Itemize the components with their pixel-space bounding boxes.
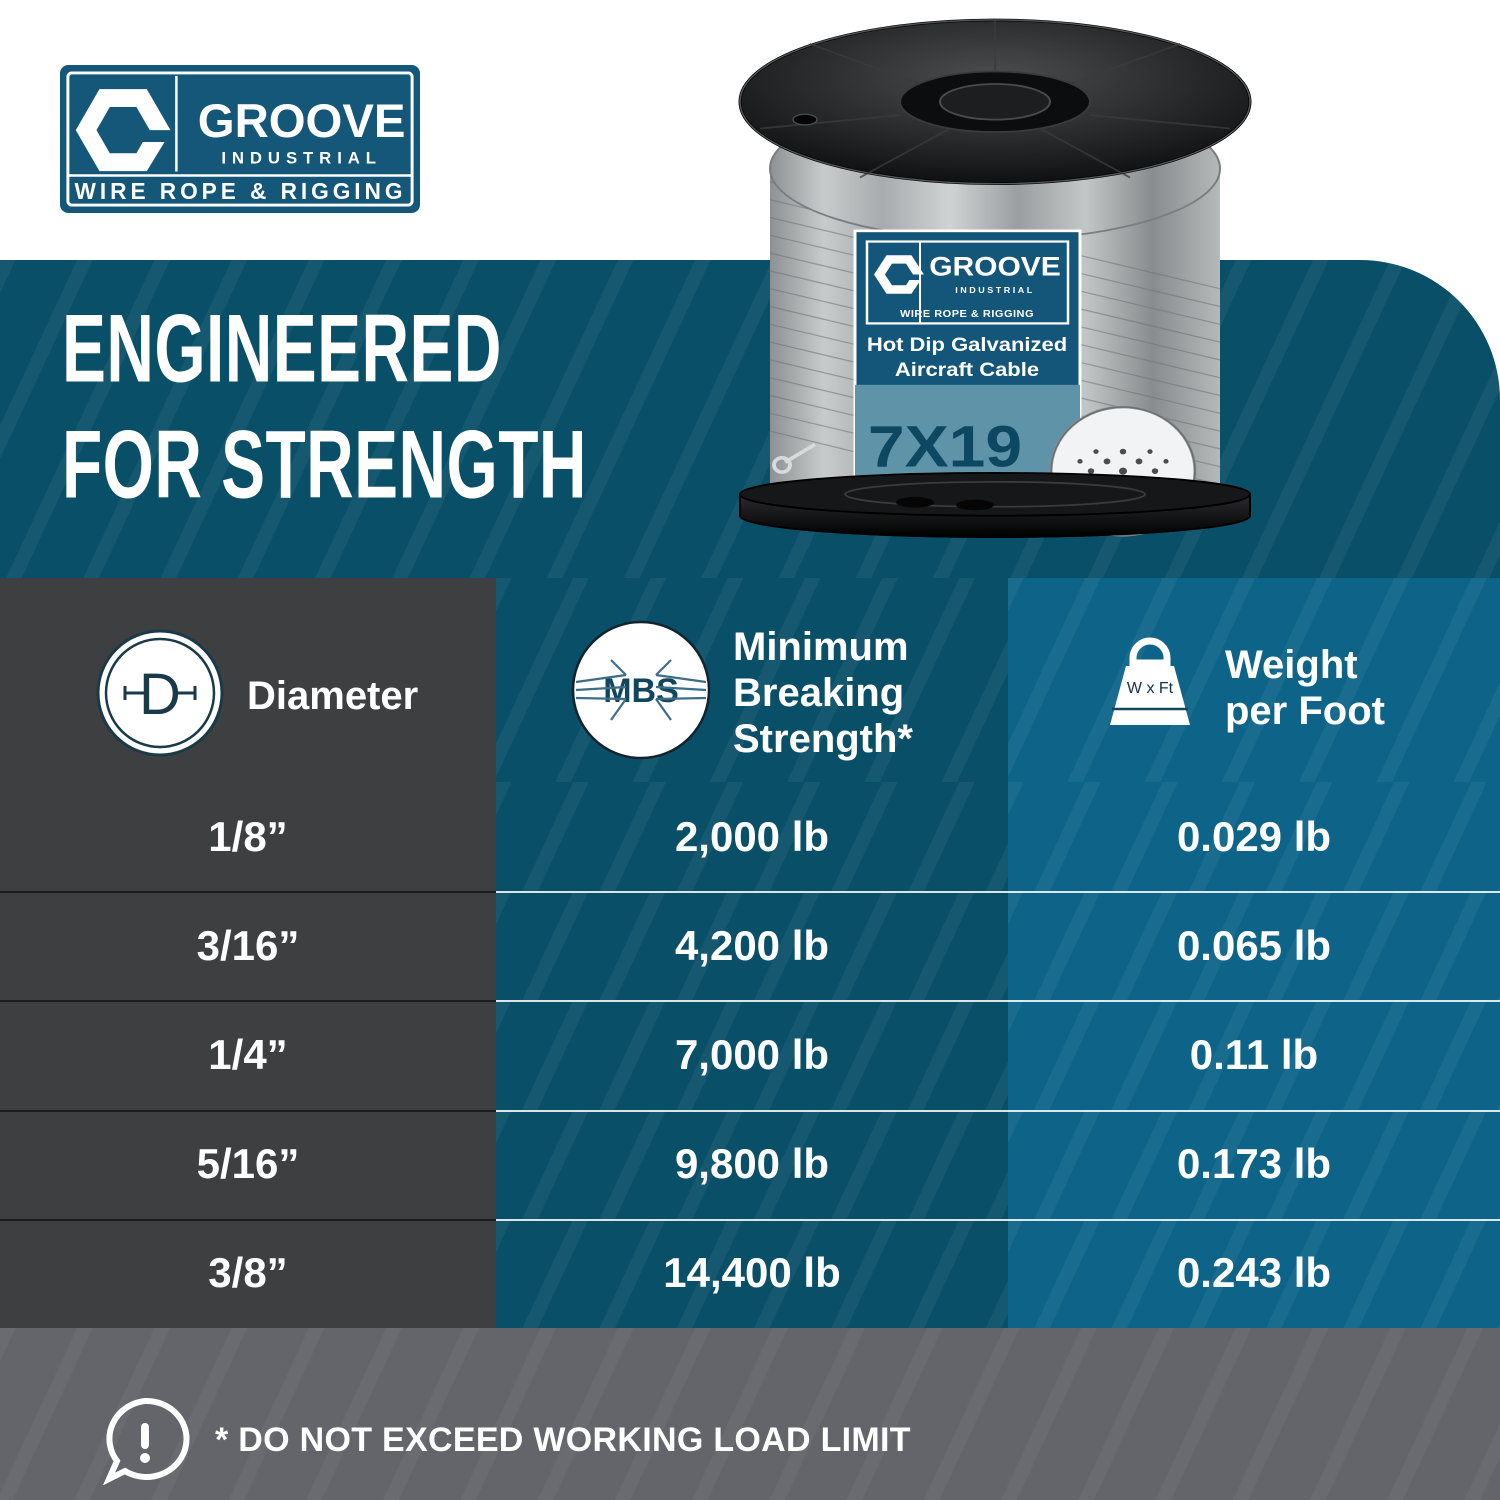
svg-text:D: D: [139, 662, 181, 727]
svg-text:Hot Dip Galvanized: Hot Dip Galvanized: [867, 334, 1067, 356]
svg-text:7X19: 7X19: [868, 414, 1022, 480]
svg-text:WIRE ROPE & RIGGING: WIRE ROPE & RIGGING: [900, 310, 1034, 320]
svg-text:GROOVE: GROOVE: [929, 252, 1061, 282]
svg-text:Aircraft Cable: Aircraft Cable: [895, 359, 1039, 381]
svg-text:INDUSTRIAL: INDUSTRIAL: [221, 149, 382, 168]
svg-text:GROOVE: GROOVE: [198, 95, 406, 148]
svg-text:WIRE ROPE & RIGGING: WIRE ROPE & RIGGING: [75, 178, 407, 204]
svg-text:W x Ft: W x Ft: [1127, 680, 1174, 697]
svg-text:INDUSTRIAL: INDUSTRIAL: [955, 286, 1034, 295]
